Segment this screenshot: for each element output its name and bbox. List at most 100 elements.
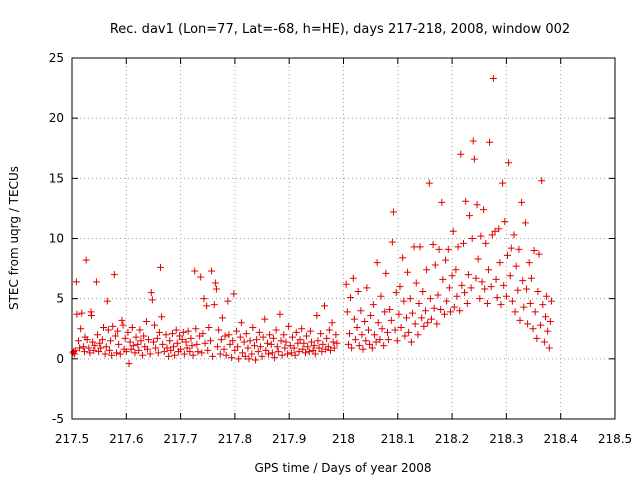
data-point [192, 325, 200, 333]
y-axis-label: STEC from uqrg / TECUs [7, 166, 21, 310]
data-point [272, 326, 280, 334]
data-point [254, 348, 262, 356]
data-point [97, 344, 105, 352]
data-point [330, 344, 338, 352]
data-point [198, 349, 206, 357]
data-point [194, 348, 202, 356]
data-point [400, 297, 408, 305]
data-point [91, 342, 99, 350]
data-point [421, 307, 429, 315]
y-tick-label: 20 [49, 111, 64, 125]
data-point [128, 324, 136, 332]
data-point [423, 266, 431, 274]
data-point [157, 263, 165, 271]
data-point [450, 303, 458, 311]
data-point [539, 301, 547, 309]
data-point [397, 324, 405, 332]
data-point [255, 328, 263, 336]
data-point [351, 336, 359, 344]
data-point [158, 313, 166, 321]
data-point [273, 343, 281, 351]
data-point [540, 338, 548, 346]
data-point [382, 269, 390, 277]
data-point [503, 251, 511, 259]
data-point [440, 310, 448, 318]
data-point [212, 285, 220, 293]
data-point [278, 351, 286, 359]
data-point [203, 302, 211, 310]
data-point [439, 275, 447, 283]
data-point [474, 255, 482, 263]
x-tick-label: 217.8 [218, 432, 252, 446]
axis-ticks: 217.5 217.6 217.7 217.8 217.9 218 218.1 218.2 21… [49, 51, 632, 446]
data-point [467, 284, 475, 292]
x-tick-label: 218.3 [489, 432, 523, 446]
data-point [535, 250, 543, 258]
data-point [512, 262, 520, 270]
data-point [132, 333, 140, 341]
data-point [280, 331, 288, 339]
data-point [514, 286, 522, 294]
data-point [489, 74, 497, 82]
data-point [178, 336, 186, 344]
data-point [89, 338, 97, 346]
data-point [208, 267, 216, 275]
data-point [239, 349, 247, 357]
data-point [313, 312, 321, 320]
data-point [424, 319, 432, 327]
data-point [377, 292, 385, 300]
data-point [402, 314, 410, 322]
data-point [435, 245, 443, 253]
data-point [461, 289, 469, 297]
data-point [427, 315, 435, 323]
data-point [121, 334, 129, 342]
data-point [405, 328, 413, 336]
data-point [458, 281, 466, 289]
data-point [319, 340, 327, 348]
data-point [449, 227, 457, 235]
data-point [168, 330, 176, 338]
y-tick-label: 0 [56, 352, 64, 366]
data-point [300, 339, 308, 347]
data-point [258, 352, 266, 360]
data-point [527, 274, 535, 282]
data-point [114, 327, 122, 335]
data-point [345, 330, 353, 338]
data-point [149, 338, 157, 346]
data-point [469, 137, 477, 145]
data-point [122, 348, 130, 356]
data-point [541, 313, 549, 321]
data-point [163, 344, 171, 352]
data-point [99, 324, 107, 332]
data-point [125, 360, 133, 368]
data-point [473, 201, 481, 209]
data-point [172, 326, 180, 334]
data-point [342, 280, 350, 288]
data-point [282, 338, 290, 346]
data-point [124, 328, 132, 336]
data-point [180, 350, 188, 358]
data-point [136, 326, 144, 334]
data-point [426, 295, 434, 303]
data-point [317, 330, 325, 338]
data-point [354, 287, 362, 295]
data-point [465, 212, 473, 220]
data-point [448, 272, 456, 280]
data-point [201, 339, 209, 347]
data-point [249, 324, 257, 332]
data-point [388, 238, 396, 246]
data-point [139, 351, 147, 359]
data-point [306, 327, 314, 335]
data-point [457, 150, 465, 158]
data-point [454, 243, 462, 251]
data-point [369, 301, 377, 309]
data-point [391, 326, 399, 334]
data-point [228, 354, 236, 362]
data-point [463, 299, 471, 307]
data-point [526, 299, 534, 307]
data-point [271, 354, 279, 362]
data-point [188, 342, 196, 350]
data-point [298, 325, 306, 333]
data-point [383, 328, 391, 336]
